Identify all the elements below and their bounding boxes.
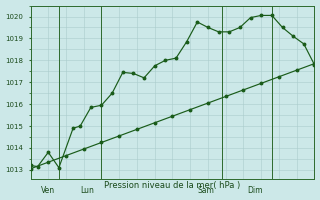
Text: Sam: Sam [197, 186, 214, 195]
Text: Lun: Lun [80, 186, 94, 195]
X-axis label: Pression niveau de la mer( hPa ): Pression niveau de la mer( hPa ) [104, 181, 241, 190]
Text: Dim: Dim [247, 186, 262, 195]
Text: Ven: Ven [41, 186, 55, 195]
